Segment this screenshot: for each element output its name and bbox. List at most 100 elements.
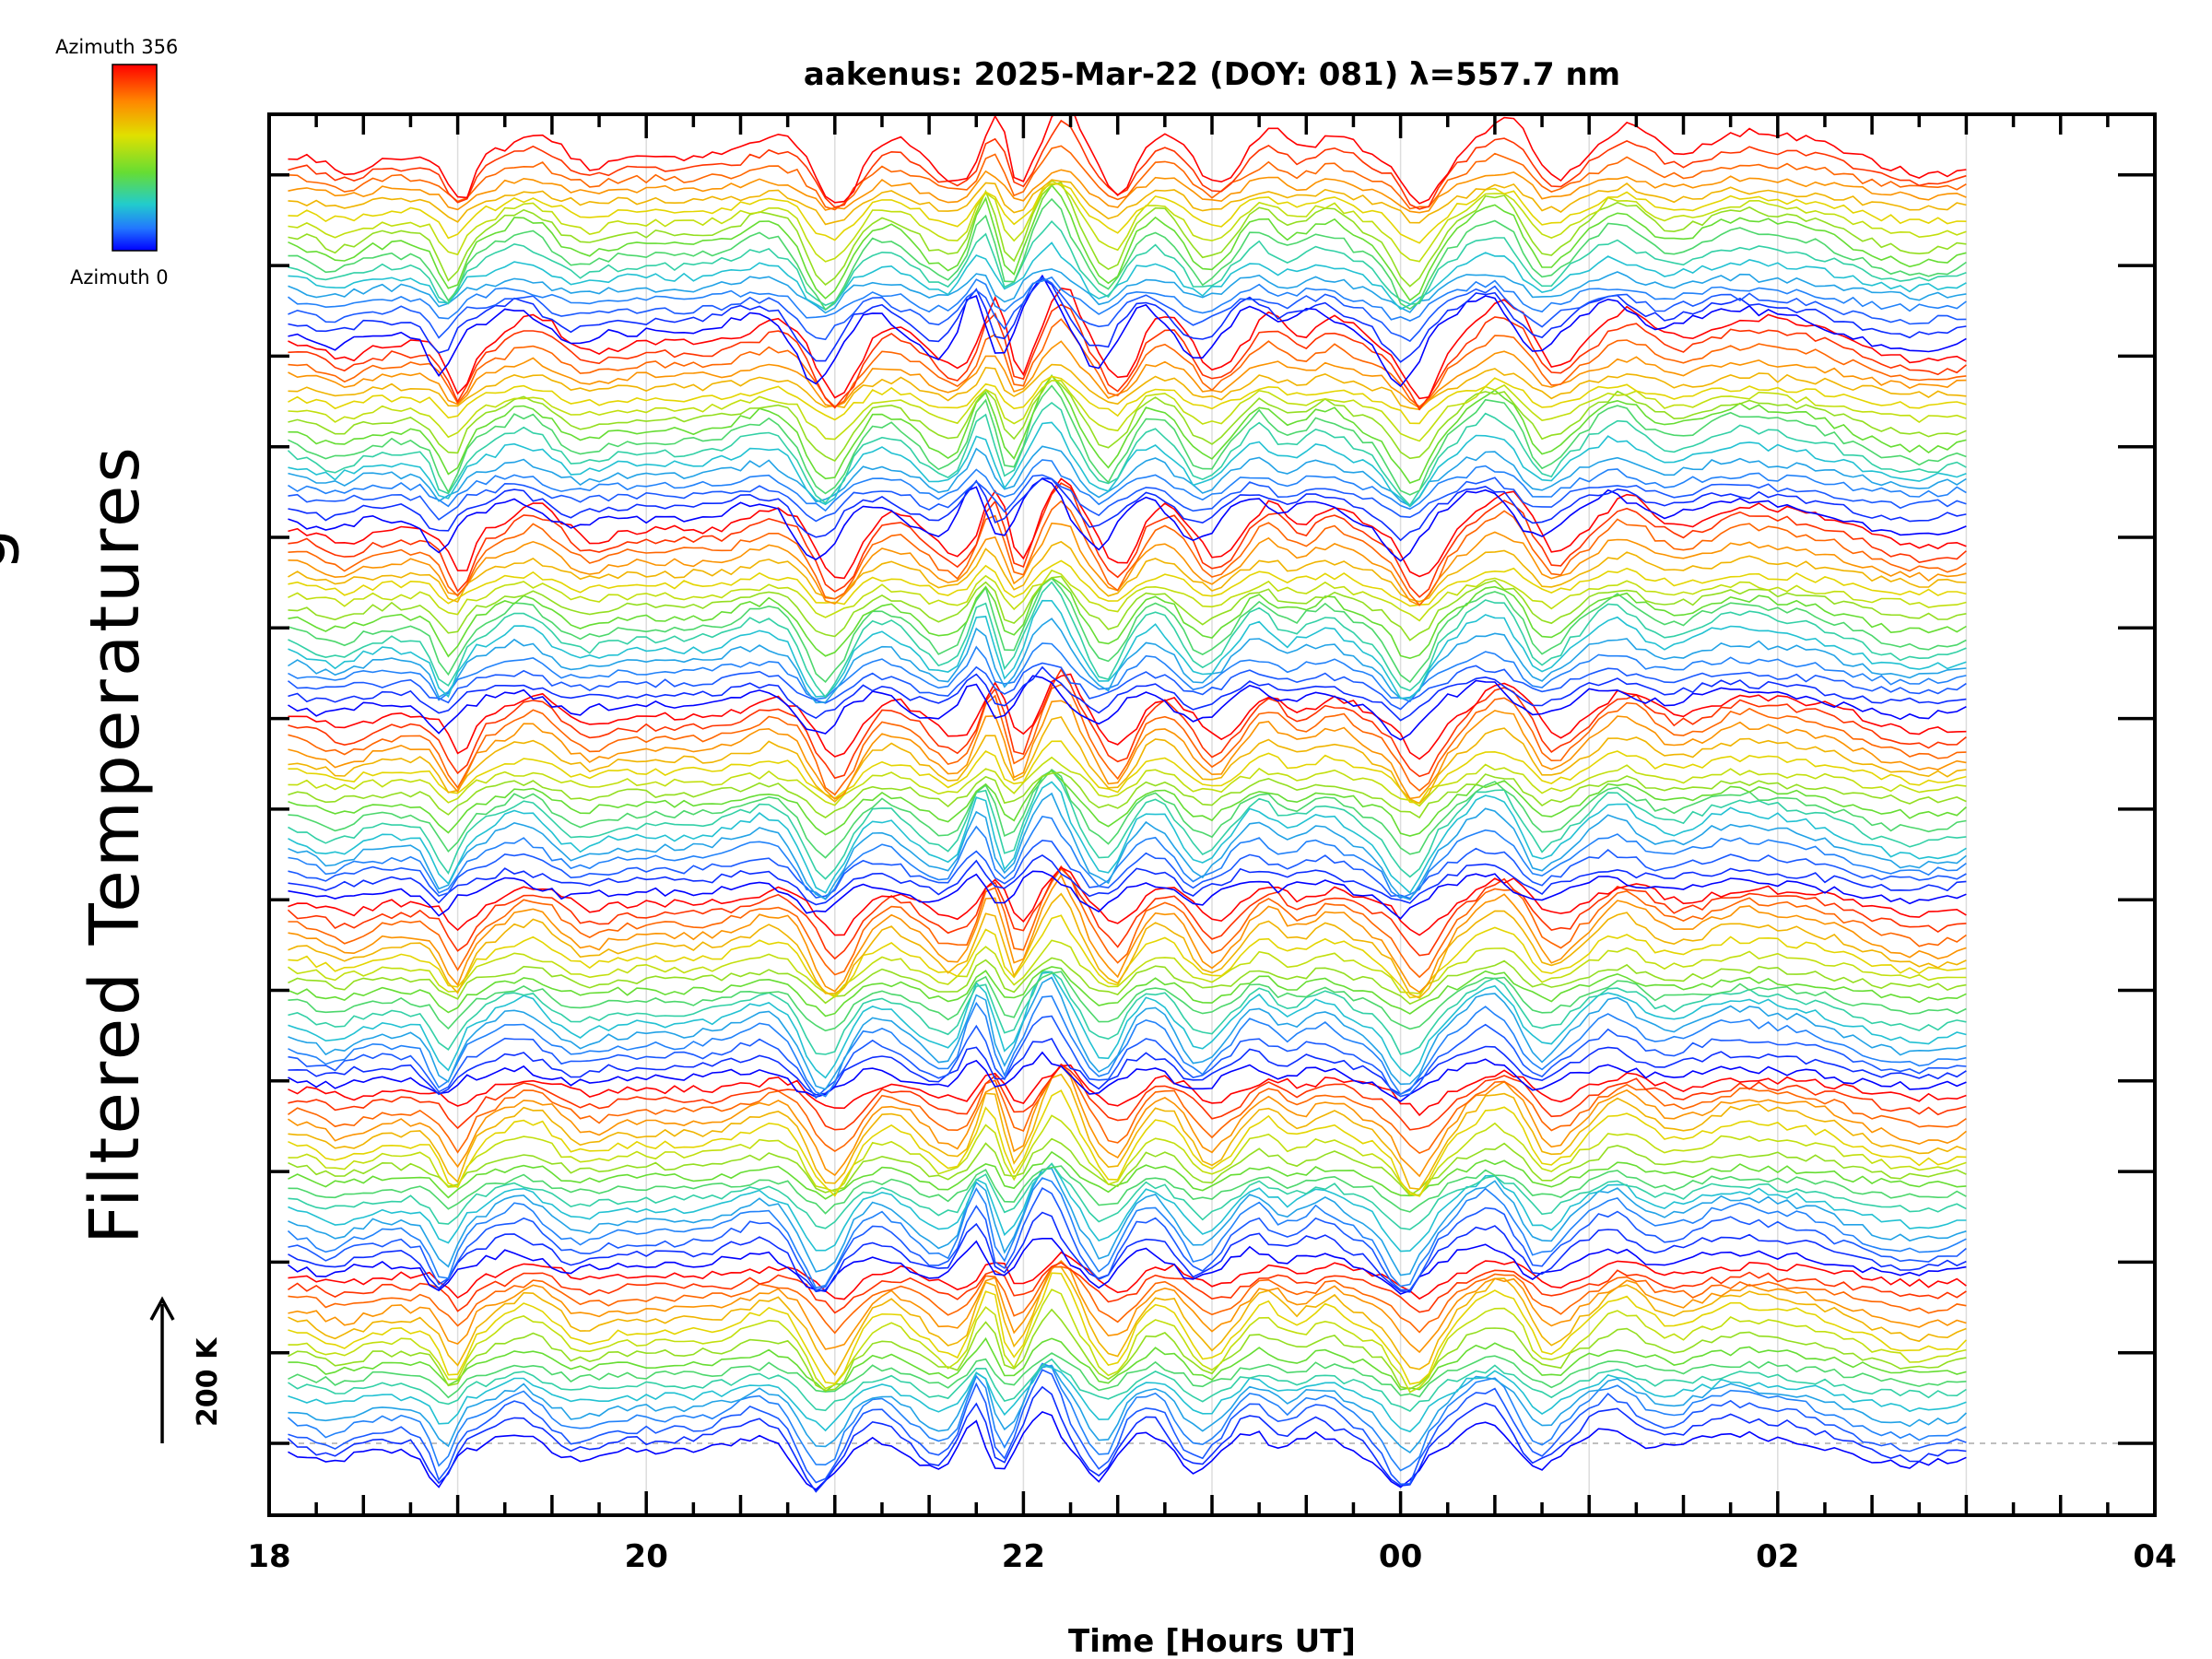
azimuth-trace: [288, 374, 1967, 463]
azimuth-trace: [288, 1265, 1967, 1335]
azimuth-trace: [288, 179, 1967, 226]
azimuth-trace: [288, 277, 1967, 363]
azimuth-trace: [288, 180, 1967, 263]
azimuth-trace: [288, 1064, 1967, 1178]
azimuth-trace: [288, 971, 1967, 1079]
azimuth-trace: [287, 1177, 1967, 1289]
y-axis-label-partial: g: [0, 525, 21, 571]
azimuth-trace: [288, 892, 1967, 999]
azimuth-trace: [288, 1352, 1967, 1399]
azimuth-trace: [288, 700, 1967, 800]
scale-bar: 200 K: [149, 1296, 224, 1443]
azimuth-trace: [288, 522, 1967, 606]
azimuth-trace: [288, 276, 1967, 322]
azimuth-trace: [287, 1362, 1967, 1472]
azimuth-trace: [288, 1051, 1967, 1102]
azimuth-trace: [288, 853, 1967, 906]
azimuth-trace: [288, 769, 1967, 859]
azimuth-trace: [288, 576, 1967, 660]
azimuth-trace: [288, 268, 1967, 314]
azimuth-trace: [288, 421, 1967, 508]
azimuth-trace: [288, 1064, 1967, 1117]
azimuth-trace: [288, 1251, 1967, 1300]
azimuth-trace: [288, 781, 1967, 894]
scale-bar-label: 200 K: [192, 1336, 224, 1427]
azimuth-trace: [288, 1064, 1967, 1155]
azimuth-trace: [288, 1265, 1967, 1377]
azimuth-trace: [288, 145, 1967, 211]
azimuth-trace: [288, 575, 1967, 641]
azimuth-trace: [288, 1336, 1967, 1393]
azimuth-trace: [288, 577, 1967, 684]
azimuth-trace: [288, 569, 1967, 622]
azimuth-trace: [288, 662, 1967, 711]
azimuth-trace: [287, 865, 1967, 960]
azimuth-trace: [288, 380, 1967, 442]
azimuth-trace: [288, 119, 1967, 210]
azimuth-trace: [288, 375, 1967, 425]
azimuth-trace: [288, 500, 1967, 606]
azimuth-trace: [288, 1150, 1967, 1200]
azimuth-trace: [288, 770, 1967, 880]
colorbar-bottom-label: Azimuth 0: [70, 266, 169, 288]
trace-series: [287, 114, 1967, 1493]
azimuth-trace: [287, 1385, 1967, 1493]
azimuth-trace: [288, 976, 1967, 1090]
azimuth-trace: [288, 477, 1967, 542]
azimuth-trace: [288, 559, 1967, 607]
azimuth-trace: [288, 971, 1967, 1032]
azimuth-trace: [288, 182, 1967, 244]
x-tick-label: 22: [1002, 1538, 1045, 1575]
azimuth-trace: [288, 667, 1967, 780]
x-tick-label: 04: [2133, 1538, 2176, 1575]
azimuth-trace: [288, 276, 1967, 343]
azimuth-trace: [288, 274, 1967, 388]
azimuth-trace: [288, 971, 1967, 1055]
azimuth-trace: [288, 1410, 1967, 1491]
y-axis-label: Filtered Temperatures: [76, 444, 155, 1244]
azimuth-trace: [288, 474, 1967, 523]
azimuth-trace: [288, 966, 1967, 1018]
azimuth-trace: [288, 1364, 1967, 1433]
azimuth-trace: [288, 1288, 1967, 1394]
azimuth-trace: [288, 839, 1967, 900]
x-tick-label: 20: [625, 1538, 668, 1575]
azimuth-trace: [288, 994, 1967, 1098]
azimuth-trace: [288, 1167, 1967, 1277]
azimuth-trace: [288, 770, 1967, 837]
azimuth-trace: [288, 445, 1967, 507]
azimuth-trace: [288, 1015, 1967, 1100]
azimuth-trace: [288, 581, 1967, 699]
azimuth-trace: [288, 665, 1967, 722]
azimuth-trace: [288, 957, 1967, 1006]
azimuth-trace: [288, 939, 1967, 997]
azimuth-trace: [288, 1073, 1967, 1191]
azimuth-trace: [288, 866, 1967, 936]
azimuth-trace: [288, 340, 1967, 409]
azimuth-trace: [288, 1038, 1967, 1096]
azimuth-trace: [288, 1114, 1967, 1197]
azimuth-trace: [288, 1238, 1967, 1295]
azimuth-trace: [288, 1165, 1967, 1215]
grid-lines: [456, 114, 1968, 1515]
azimuth-trace: [288, 241, 1967, 311]
azimuth-trace: [288, 1259, 1967, 1354]
azimuth-trace: [288, 1369, 1967, 1486]
azimuth-trace: [288, 1308, 1967, 1392]
azimuth-trace: [288, 482, 1967, 598]
azimuth-trace: [288, 197, 1967, 312]
azimuth-trace: [288, 675, 1967, 741]
colorbar-top-label: Azimuth 356: [55, 36, 178, 58]
azimuth-trace: [288, 459, 1967, 512]
azimuth-trace: [288, 287, 1967, 400]
azimuth-trace: [288, 618, 1967, 704]
chart-title: aakenus: 2025-Mar-22 (DOY: 081) λ=557.7 …: [804, 56, 1620, 93]
azimuth-trace: [288, 384, 1967, 496]
azimuth-trace: [288, 1089, 1967, 1197]
azimuth-trace: [288, 1211, 1967, 1293]
x-tick-label: 18: [247, 1538, 290, 1575]
azimuth-trace: [288, 374, 1967, 484]
azimuth-trace: [288, 220, 1967, 307]
x-tick-label: 00: [1379, 1538, 1422, 1575]
